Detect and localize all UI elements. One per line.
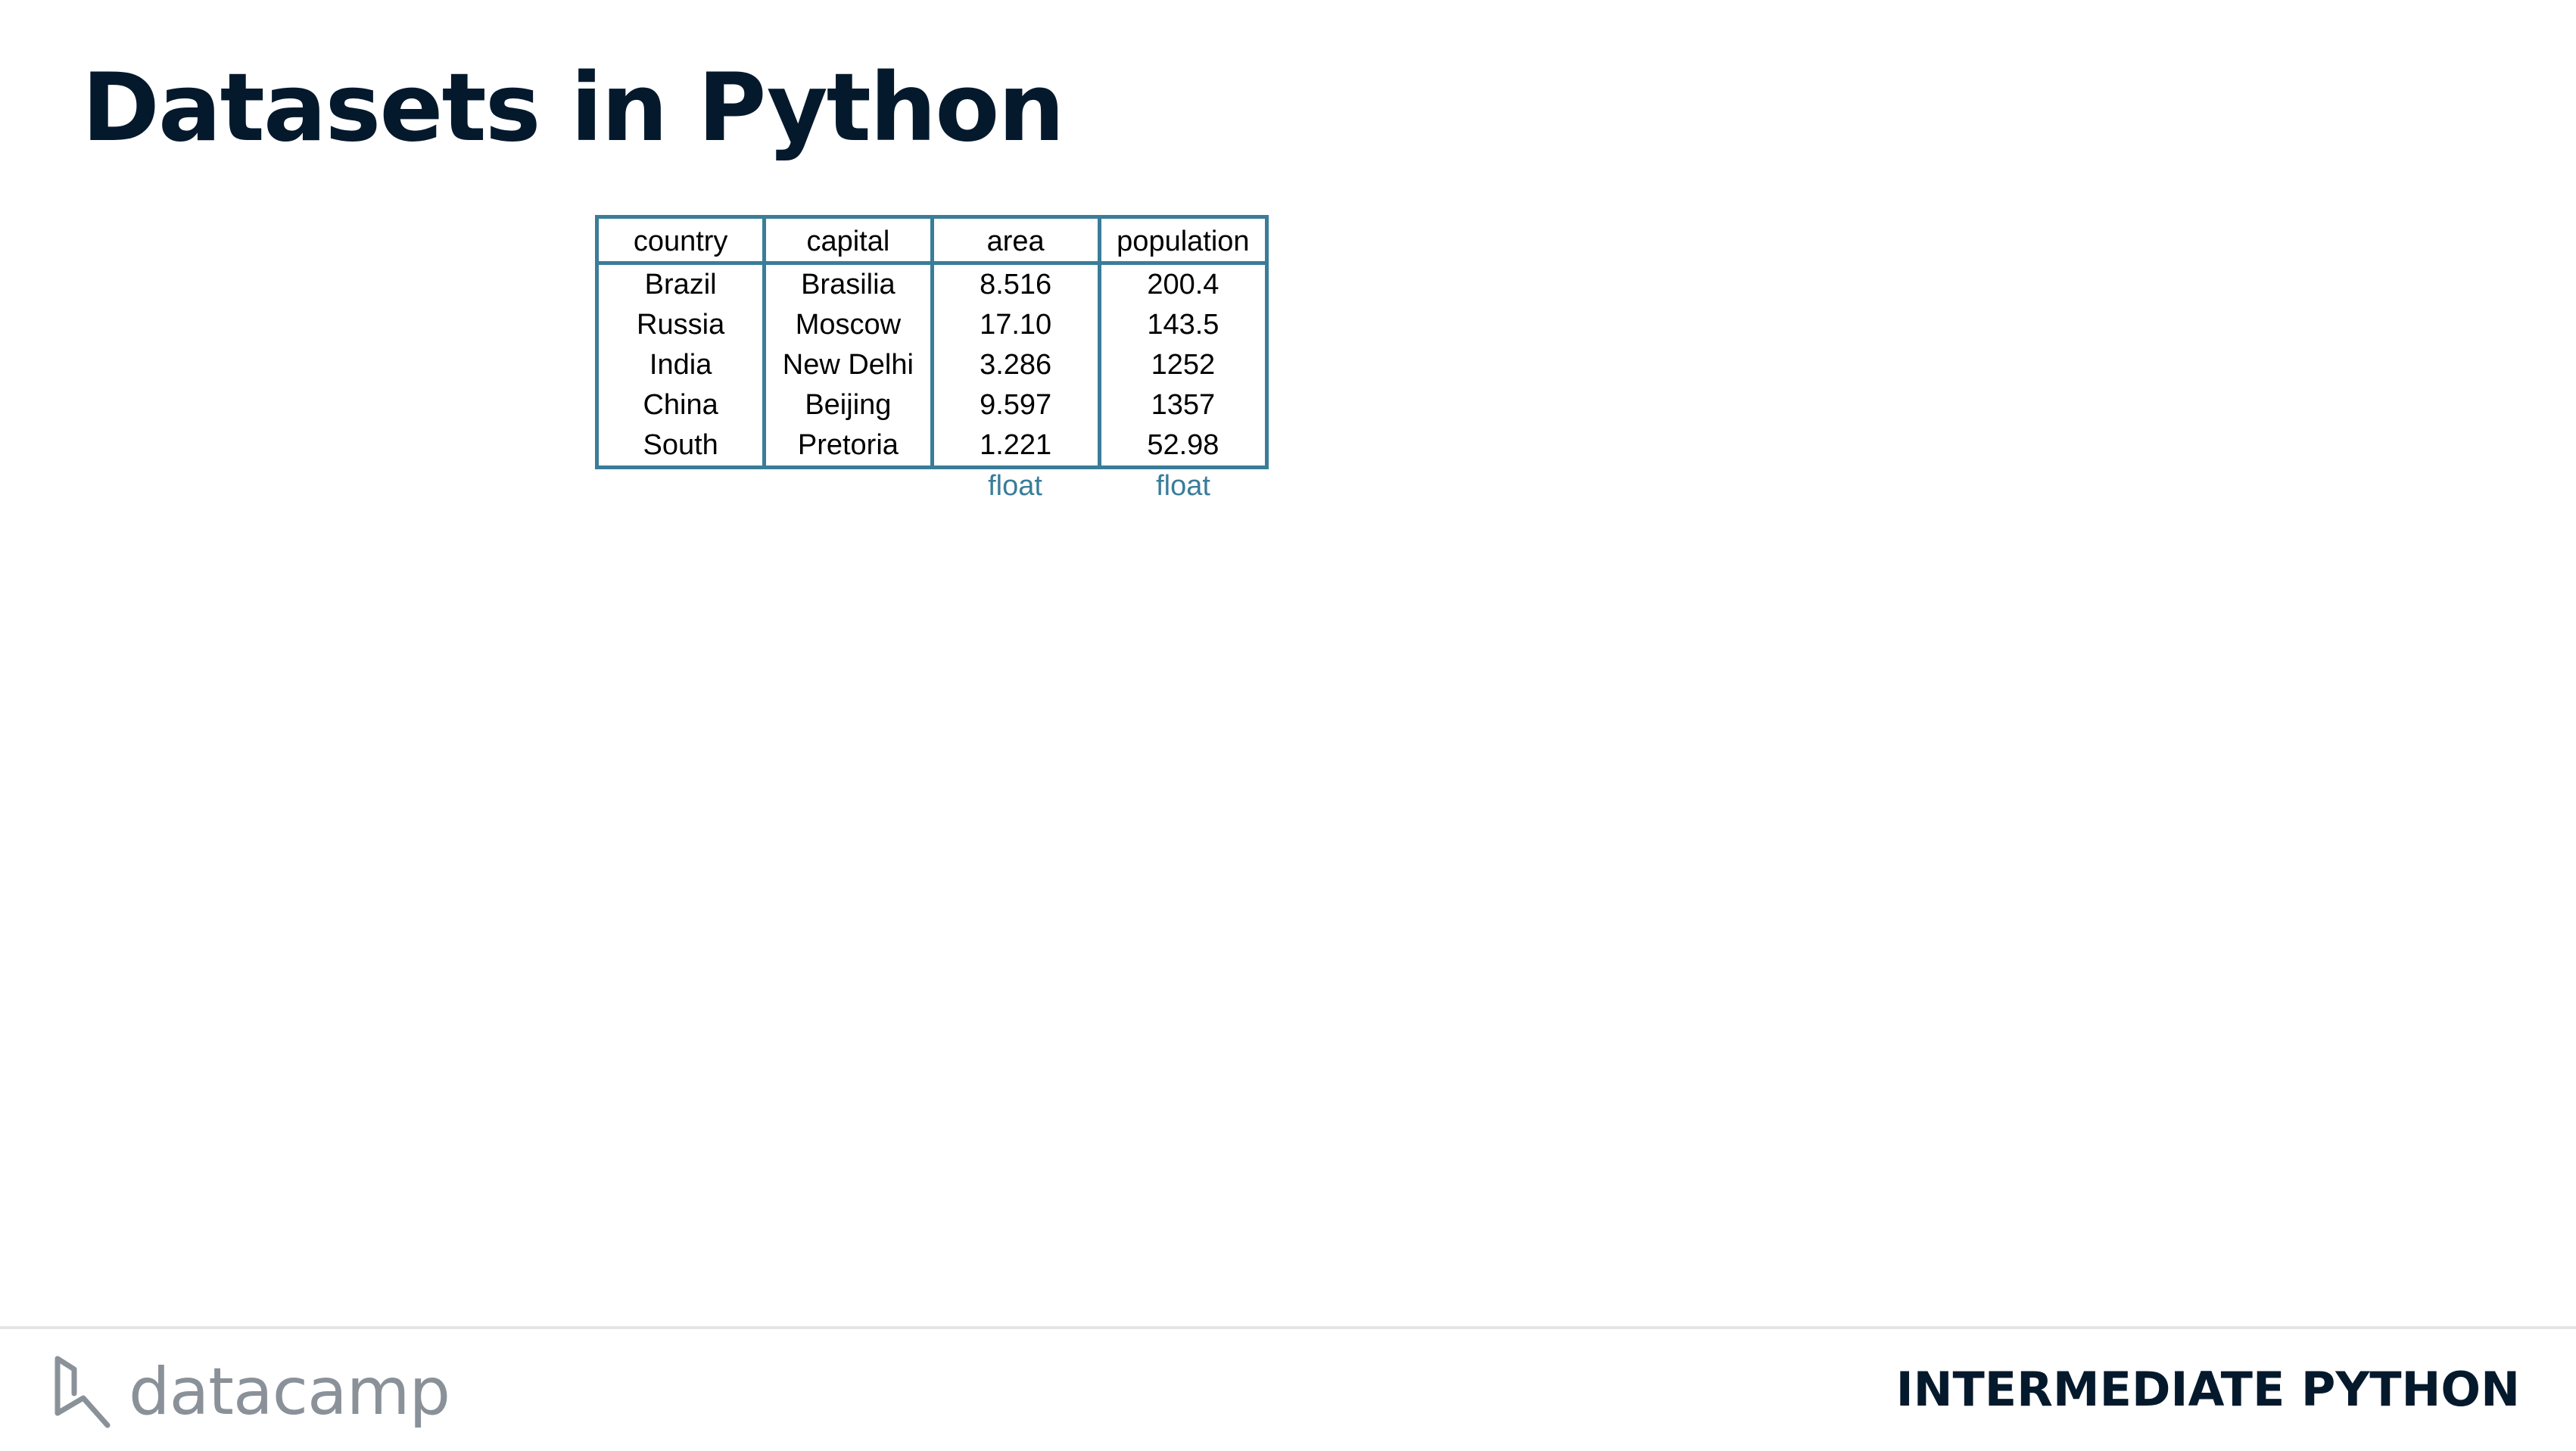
- table-header-row: country capital area population: [596, 216, 1267, 265]
- table-row: India New Delhi 3.286 1252: [597, 345, 1267, 385]
- footer-divider: [0, 1326, 2576, 1329]
- cell-area: 17.10: [930, 305, 1100, 345]
- cell-capital: Brasilia: [762, 263, 932, 305]
- column-header-country: country: [596, 216, 765, 265]
- cell-country: India: [649, 349, 712, 381]
- cell-population: 52.98: [1097, 425, 1267, 468]
- brand-name: datacamp: [129, 1354, 450, 1430]
- cell-area: 3.286: [930, 345, 1100, 385]
- cell-capital: Moscow: [762, 305, 932, 345]
- cell-population: 1357: [1097, 385, 1267, 425]
- column-header-capital: capital: [762, 216, 932, 265]
- column-header-area: area: [930, 216, 1100, 265]
- dataset-table: country capital area population Brazil B…: [595, 215, 1269, 469]
- area-type-label: float: [988, 470, 1042, 502]
- datacamp-logo-icon: [55, 1356, 111, 1428]
- course-name: INTERMEDIATE PYTHON: [1895, 1362, 2520, 1417]
- cell-capital: Beijing: [762, 385, 932, 425]
- cell-country: South: [643, 429, 718, 461]
- cell-capital: New Delhi: [762, 345, 932, 385]
- cell-country: China: [643, 389, 718, 421]
- cell-population: 143.5: [1097, 305, 1267, 345]
- cell-capital: Pretoria: [762, 425, 932, 468]
- cell-population: 200.4: [1097, 263, 1267, 305]
- slide-title: Datasets in Python: [82, 54, 1065, 163]
- population-type-label: float: [1156, 470, 1210, 502]
- cell-area: 9.597: [930, 385, 1100, 425]
- cell-country: Brazil: [644, 269, 717, 300]
- footer-logo: datacamp: [53, 1350, 450, 1434]
- cell-area: 1.221: [930, 425, 1100, 468]
- table-row: Russia Moscow 17.10 143.5: [597, 305, 1267, 345]
- cell-country: Russia: [637, 309, 725, 341]
- cell-population: 1252: [1097, 345, 1267, 385]
- table-row: China Beijing 9.597 1357: [597, 385, 1267, 425]
- table-row: Brazil Brasilia 8.516 200.4: [597, 263, 1267, 305]
- cell-area: 8.516: [930, 263, 1100, 305]
- column-header-population: population: [1097, 216, 1267, 265]
- table-row: South Pretoria 1.221 52.98: [597, 425, 1267, 468]
